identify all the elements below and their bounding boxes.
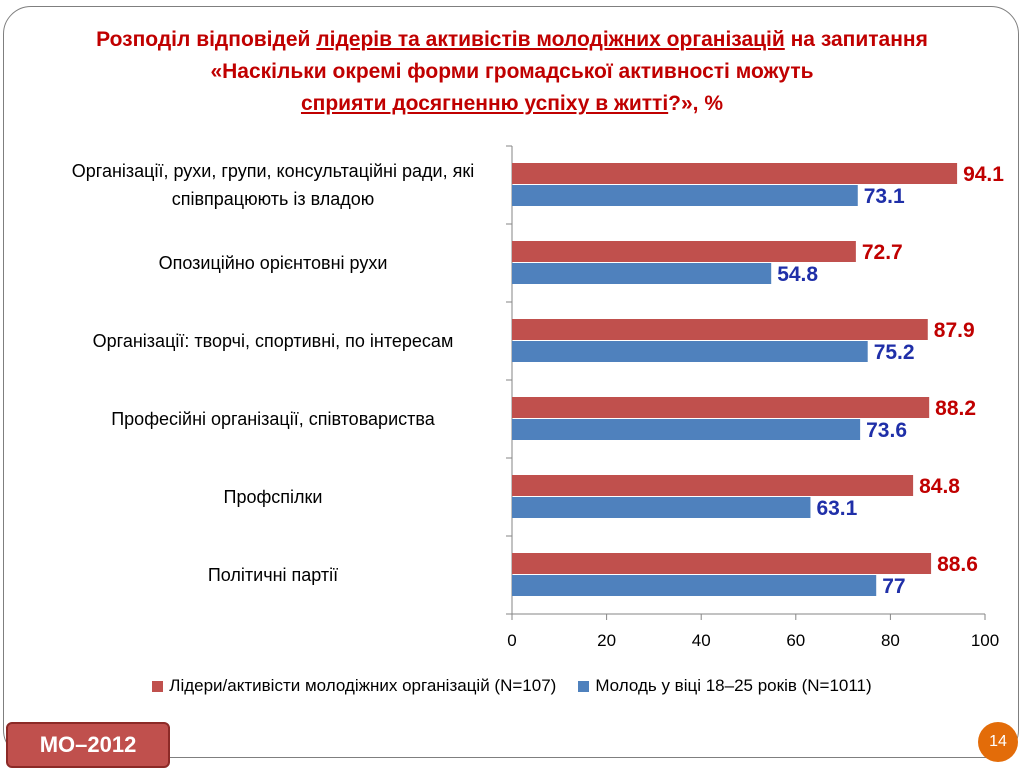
category-label: Опозиційно орієнтовні рухи xyxy=(158,253,388,273)
data-label: 54.8 xyxy=(777,263,818,286)
bar-youth xyxy=(512,575,877,596)
page-title: Розподіл відповідей лідерів та активісті… xyxy=(0,24,1024,120)
survey-badge: МО–2012 xyxy=(6,722,170,768)
bar-youth xyxy=(512,341,868,362)
data-label: 94.1 xyxy=(963,163,1004,186)
legend-swatch-leaders xyxy=(152,680,164,692)
title-text: на запитання xyxy=(784,28,928,51)
x-tick-label: 20 xyxy=(597,631,616,650)
bar-leaders xyxy=(512,319,928,340)
bar-youth xyxy=(512,185,858,206)
legend-item-youth: Молодь у віці 18–25 років (N=1011) xyxy=(578,676,872,696)
bar-youth xyxy=(512,497,811,518)
chart-legend: Лідери/активісти молодіжних організацій … xyxy=(0,676,1024,696)
title-text-underlined: сприяти досягненню успіху в житті xyxy=(300,92,669,115)
title-line-2: «Наскільки окремі форми громадської акти… xyxy=(210,60,814,83)
category-label: Професійні організації, співтовариства xyxy=(111,409,435,429)
category-label: Політичні партії xyxy=(207,565,339,585)
x-tick-label: 40 xyxy=(692,631,711,650)
data-label: 77 xyxy=(882,575,905,598)
data-label: 73.6 xyxy=(866,419,907,442)
bar-leaders xyxy=(512,241,856,262)
title-line-1: Розподіл відповідей лідерів та активісті… xyxy=(0,24,1024,56)
legend-label-leaders: Лідери/активісти молодіжних організацій … xyxy=(169,676,557,695)
page-number: 14 xyxy=(978,722,1018,762)
x-tick-label: 100 xyxy=(971,631,999,650)
legend-label-youth: Молодь у віці 18–25 років (N=1011) xyxy=(595,676,872,695)
title-text: Розподіл відповідей xyxy=(96,28,317,51)
data-label: 87.9 xyxy=(934,319,975,342)
data-label: 84.8 xyxy=(919,475,960,498)
slide-frame xyxy=(3,6,1019,758)
title-text-underlined: лідерів та активістів молодіжних організ… xyxy=(316,28,785,51)
legend-swatch-youth xyxy=(578,680,590,692)
title-line-3: сприяти досягненню успіху в житті?», % xyxy=(0,88,1024,120)
x-tick-label: 0 xyxy=(507,631,516,650)
bar-youth xyxy=(512,263,772,284)
x-tick-label: 80 xyxy=(881,631,900,650)
category-label: Організації: творчі, спортивні, по інтер… xyxy=(92,331,454,351)
category-label: Організації, рухи, групи, консультаційні… xyxy=(71,161,475,209)
data-label: 73.1 xyxy=(864,185,905,208)
bar-leaders xyxy=(512,553,932,574)
title-text: ?», % xyxy=(668,92,724,115)
data-label: 75.2 xyxy=(874,341,915,364)
data-label: 63.1 xyxy=(816,497,857,520)
category-label: Профспілки xyxy=(223,487,323,507)
bar-youth xyxy=(512,419,861,440)
data-label: 88.6 xyxy=(937,553,978,576)
bar-leaders xyxy=(512,475,914,496)
bar-leaders xyxy=(512,163,958,184)
legend-item-leaders: Лідери/активісти молодіжних організацій … xyxy=(152,676,556,696)
data-label: 88.2 xyxy=(935,397,976,420)
bar-leaders xyxy=(512,397,930,418)
x-tick-label: 60 xyxy=(786,631,805,650)
data-label: 72.7 xyxy=(862,241,903,264)
